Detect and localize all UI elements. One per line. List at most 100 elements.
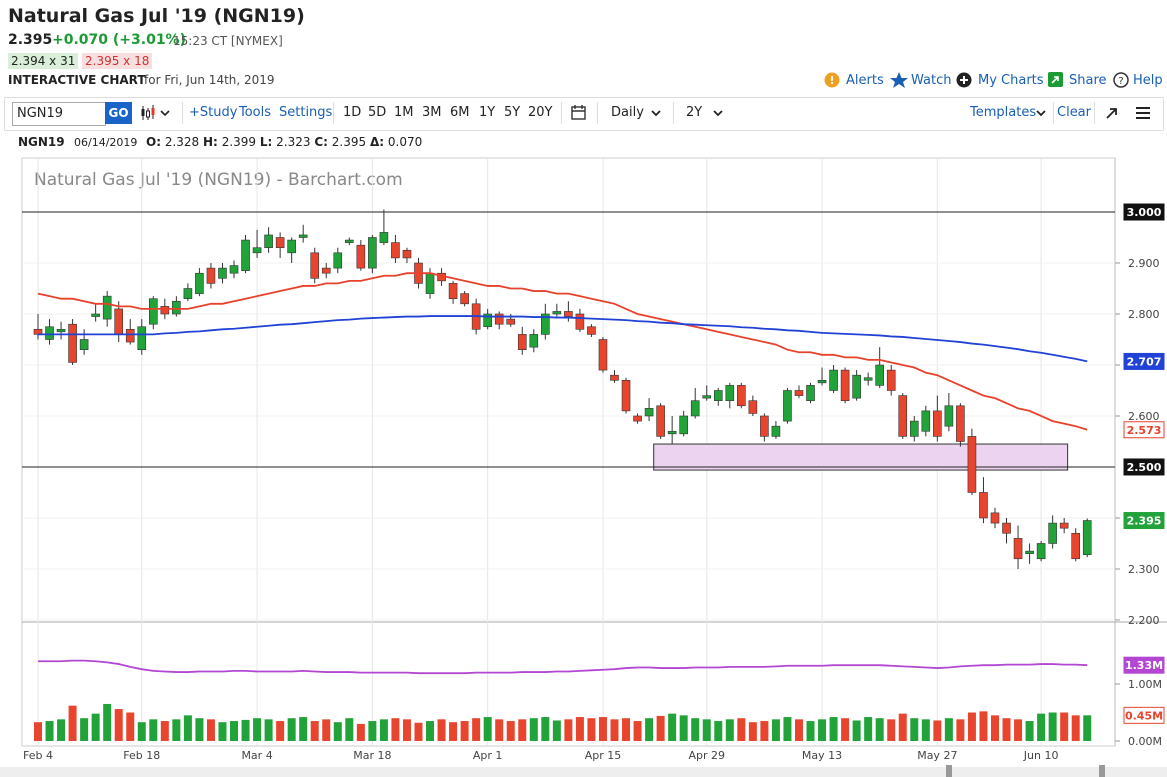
candle-body [494, 313, 504, 325]
ohlc-key: C: [314, 135, 328, 149]
time: 15:23 CT [NYMEX] [173, 34, 283, 48]
interval-select[interactable]: Daily [611, 105, 644, 120]
volume-bar [183, 715, 192, 741]
candle-body [68, 323, 77, 363]
volume-bar [541, 717, 550, 741]
my-charts-link[interactable]: My Charts [978, 73, 1044, 88]
volume-bar [575, 717, 584, 741]
volume-bar [1071, 715, 1080, 741]
value-badge [1123, 458, 1165, 476]
range-button[interactable]: 1D [343, 105, 362, 120]
candle-body [737, 385, 746, 407]
range-button[interactable]: 1M [394, 105, 414, 120]
volume-bar [633, 721, 642, 741]
value-badge-label: 2.500 [1127, 461, 1162, 474]
volume-bar [195, 718, 204, 741]
range-button[interactable]: 1Y [479, 105, 496, 120]
candle-body [1002, 522, 1011, 534]
ohlc-open: 2.328 [164, 135, 200, 149]
range-button[interactable]: 5D [368, 105, 387, 120]
volume-bar [1048, 712, 1057, 741]
volume-bar [587, 718, 596, 741]
volume-bar [34, 722, 42, 741]
last-price: 2.395 [8, 32, 53, 48]
watermark: Natural Gas Jul '19 (NGN19) - Barchart.c… [34, 170, 403, 190]
toolbar-icons[interactable] [1102, 104, 1162, 122]
value-badge [1123, 421, 1165, 439]
candle-body [321, 267, 331, 274]
zone [653, 443, 1069, 471]
volume-bar [437, 719, 446, 741]
candle-body [206, 267, 216, 284]
volume-bar [287, 718, 296, 741]
candle-body [713, 390, 723, 401]
candle-body [114, 308, 124, 335]
x-tick-label: Mar 4 [241, 749, 272, 762]
scroll-handle[interactable] [1099, 765, 1105, 777]
candle-body [91, 313, 100, 317]
volume-bar [218, 722, 227, 741]
range-button[interactable]: 5Y [504, 105, 521, 120]
share-link[interactable]: Share [1069, 73, 1107, 88]
y-tick-label: 2.200 [1128, 614, 1160, 627]
candle-body [552, 311, 562, 315]
volume-bar [748, 722, 757, 741]
candle-body [56, 328, 66, 333]
alerts-link[interactable]: Alerts [846, 73, 884, 88]
study-button[interactable]: +Study [189, 105, 238, 120]
x-tick-label: Apr 1 [473, 749, 503, 762]
y-tick-label: 1.00M [1128, 678, 1162, 691]
watch-link[interactable]: Watch [911, 73, 952, 88]
candle-body [863, 377, 873, 381]
clear-button[interactable]: Clear [1057, 105, 1091, 120]
volume-bar [702, 719, 711, 741]
candle-body [956, 405, 965, 442]
candle-body [587, 326, 596, 335]
candle-body [483, 313, 492, 328]
volume-bar [552, 720, 561, 741]
candle-body [933, 410, 942, 437]
candle-body [760, 415, 769, 437]
volume-bar [864, 717, 873, 741]
volume-bar [806, 721, 815, 741]
settings-button[interactable]: Settings [279, 105, 333, 120]
candle-body [241, 239, 250, 271]
line-series [38, 315, 1088, 363]
period-select[interactable]: 2Y [686, 105, 703, 120]
scrollbar[interactable] [0, 767, 1167, 777]
candle-body [252, 247, 262, 254]
range-button[interactable]: 20Y [528, 105, 553, 120]
go-button[interactable]: GO [105, 102, 132, 124]
scroll-handle[interactable] [946, 765, 952, 777]
y-tick-label: 2.900 [1128, 257, 1160, 270]
volume-bar [1060, 712, 1069, 741]
volume-bar [356, 723, 365, 741]
range-button[interactable]: 6M [450, 105, 470, 120]
ohlc-high: 2.399 [221, 135, 257, 149]
volume-bar [967, 712, 976, 741]
x-tick-label: Apr 15 [585, 749, 622, 762]
tools-button[interactable]: Tools [239, 105, 272, 120]
volume-bar [910, 718, 919, 741]
volume-bar [160, 721, 169, 741]
volume-bar [172, 719, 181, 741]
value-badge [1123, 203, 1165, 221]
help-link[interactable]: Help [1133, 73, 1163, 88]
chart-type-button[interactable] [140, 104, 174, 122]
range-button[interactable]: 3M [422, 105, 442, 120]
x-tick-label: Feb 18 [123, 749, 160, 762]
y-tick-label: 2.600 [1128, 410, 1160, 423]
candle-body [287, 239, 296, 254]
bid: 2.394 x 31 [8, 53, 79, 69]
value-badge [1123, 352, 1165, 370]
templates-button[interactable]: Templates [970, 105, 1037, 120]
ask: 2.395 x 18 [82, 53, 153, 69]
volume-bar [103, 703, 112, 741]
title: Natural Gas Jul '19 (NGN19) [8, 5, 305, 27]
candle-body [656, 405, 665, 437]
candle-body [310, 252, 320, 279]
calendar-button[interactable] [570, 104, 588, 122]
volume-bar [68, 705, 77, 741]
volume-bar [771, 719, 780, 741]
